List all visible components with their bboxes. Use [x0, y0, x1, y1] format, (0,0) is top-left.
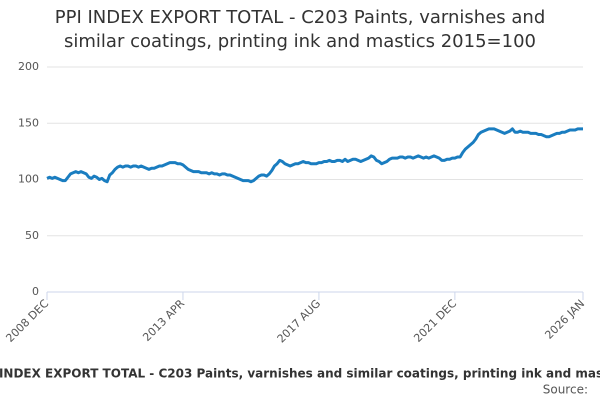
source: Source:: [543, 383, 588, 397]
x-tick-label: 2026 JAN: [542, 297, 587, 342]
y-tick-label: 50: [25, 229, 39, 242]
x-tick-label: 2021 DEC: [411, 297, 459, 345]
x-tick-label: 2017 AUG: [275, 297, 324, 346]
y-tick-label: 150: [18, 116, 39, 129]
chart-title: PPI INDEX EXPORT TOTAL - C203 Paints, va…: [54, 7, 546, 52]
x-tick-label: 2008 DEC: [3, 297, 51, 345]
y-tick-label: 0: [32, 285, 39, 298]
y-tick-label: 200: [18, 60, 39, 73]
line: [46, 127, 583, 184]
y-tick-label: 100: [18, 173, 39, 186]
x-tick-label: 2013 APR: [140, 297, 187, 344]
legend-entry: PPI INDEX EXPORT TOTAL - C203 Paints, va…: [0, 367, 600, 381]
